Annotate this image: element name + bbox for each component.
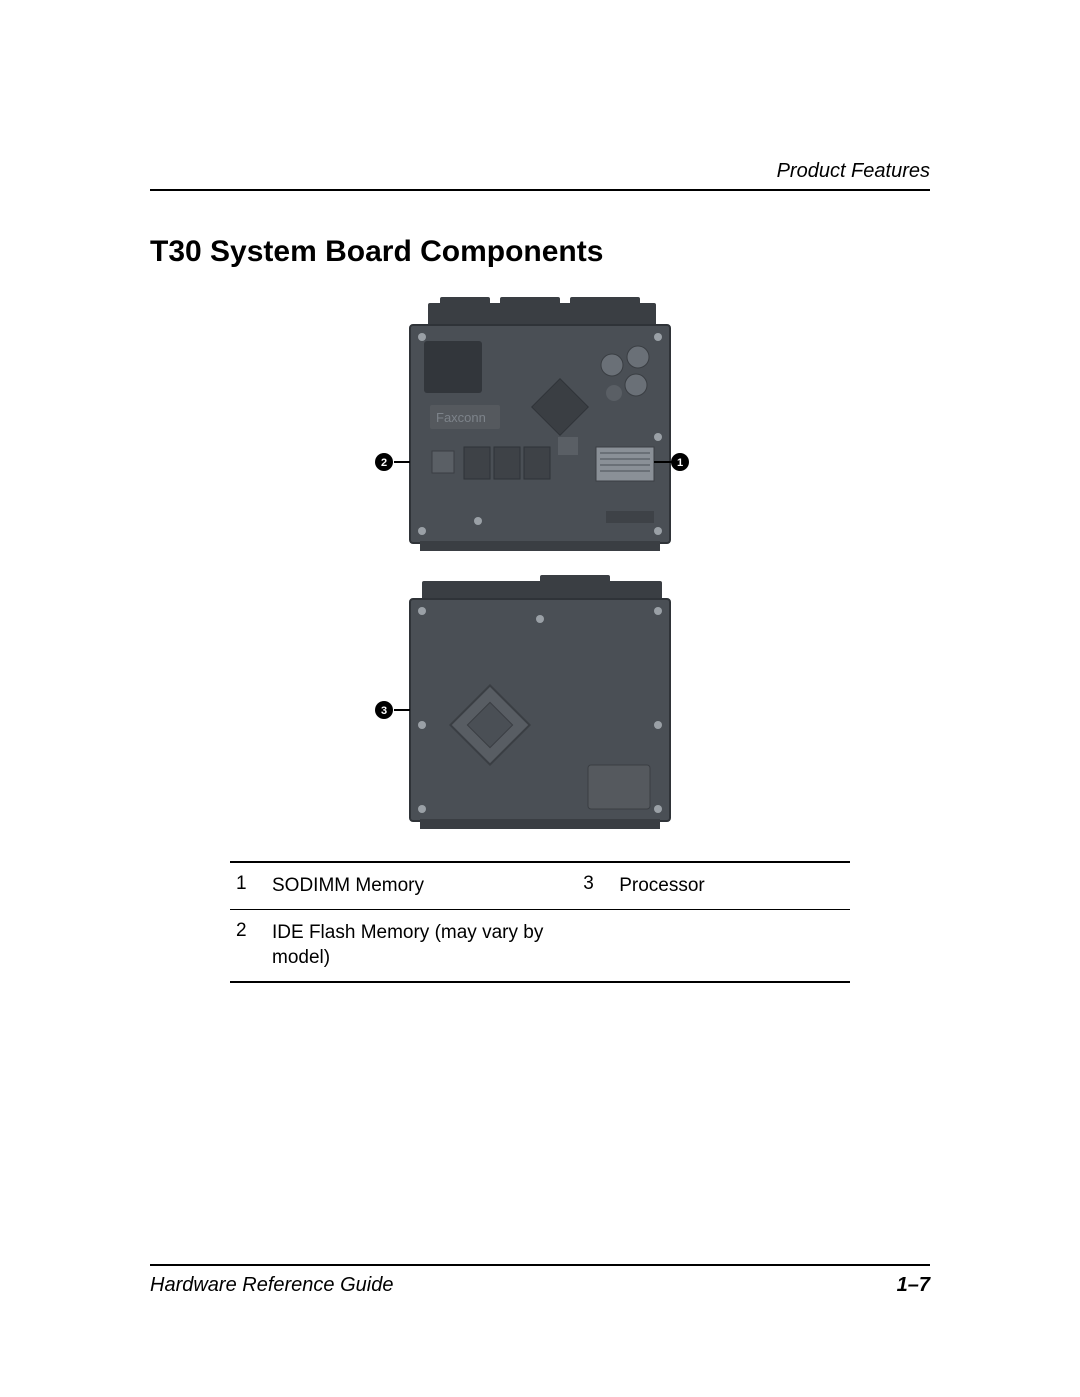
- legend-row: 2 IDE Flash Memory (may vary by model): [230, 909, 850, 981]
- callout-1: 1: [677, 457, 683, 469]
- legend-num: 1: [236, 873, 258, 895]
- callout-3: 3: [381, 705, 387, 717]
- legend-table: 1 SODIMM Memory 3 Processor 2 IDE Flash …: [230, 861, 850, 983]
- faxconn-label: Faxconn: [436, 410, 486, 425]
- legend-cell: 3 Processor: [577, 863, 850, 909]
- legend-cell: 2 IDE Flash Memory (may vary by model): [230, 910, 577, 981]
- legend-num: 3: [583, 873, 605, 895]
- legend-num: 2: [236, 920, 258, 942]
- page: Product Features T30 System Board Compon…: [0, 0, 1080, 1397]
- header-section: Product Features: [150, 160, 930, 191]
- board-bottom-svg: 3: [360, 575, 720, 835]
- footer-guide: Hardware Reference Guide: [150, 1274, 393, 1297]
- legend-text: IDE Flash Memory (may vary by model): [272, 920, 571, 971]
- legend-row: 1 SODIMM Memory 3 Processor: [230, 863, 850, 909]
- legend-cell: [577, 910, 850, 981]
- callout-2: 2: [381, 457, 387, 469]
- board-top-svg: Faxconn: [360, 297, 720, 557]
- page-title: T30 System Board Components: [150, 235, 930, 269]
- legend-text: SODIMM Memory: [272, 873, 424, 899]
- footer-page-number: 1–7: [897, 1274, 930, 1297]
- figure-area: Faxconn: [150, 297, 930, 835]
- legend-text: Processor: [619, 873, 705, 899]
- legend-cell: 1 SODIMM Memory: [230, 863, 577, 909]
- header-section-text: Product Features: [777, 160, 930, 182]
- page-footer: Hardware Reference Guide 1–7: [150, 1264, 930, 1297]
